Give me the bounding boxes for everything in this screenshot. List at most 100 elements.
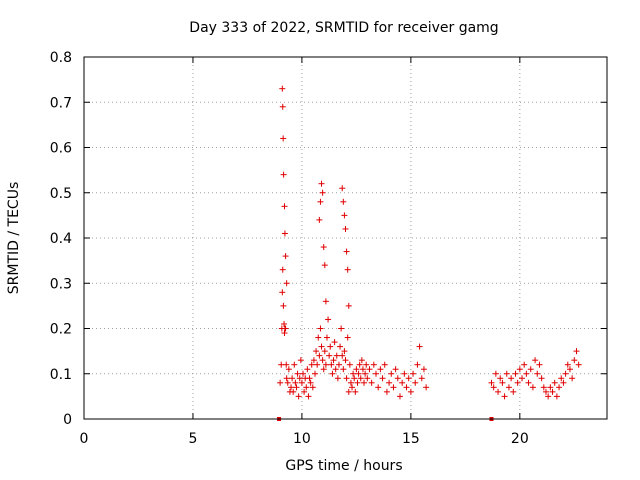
data-point (290, 388, 297, 395)
data-point (370, 361, 377, 368)
data-point (283, 375, 290, 382)
y-tick-label: 0.4 (50, 231, 72, 247)
data-point (514, 379, 521, 386)
data-point (501, 393, 508, 400)
data-point (329, 370, 336, 377)
data-point (332, 366, 339, 373)
data-point (342, 357, 349, 364)
data-point (279, 85, 286, 92)
data-point (281, 320, 288, 327)
data-point (357, 375, 364, 382)
data-point (523, 370, 530, 377)
data-point (344, 334, 351, 341)
data-point (288, 384, 295, 391)
data-point (347, 379, 354, 386)
data-point (316, 352, 323, 359)
data-point (350, 370, 357, 377)
data-point (283, 280, 290, 287)
data-point (512, 370, 519, 377)
data-point (300, 370, 307, 377)
data-point (505, 384, 512, 391)
data-point (488, 379, 495, 386)
data-point (330, 357, 337, 364)
data-point (364, 375, 371, 382)
data-point (295, 393, 302, 400)
data-point (298, 379, 305, 386)
data-point (521, 361, 528, 368)
data-point (278, 361, 285, 368)
data-point (279, 103, 286, 110)
data-point (495, 388, 502, 395)
data-point (340, 366, 347, 373)
data-point (390, 384, 397, 391)
data-point (304, 366, 311, 373)
data-point (551, 379, 558, 386)
data-point (569, 375, 576, 382)
data-point (320, 244, 327, 251)
data-point (516, 366, 523, 373)
data-point (319, 189, 326, 196)
data-point (418, 375, 425, 382)
data-point (412, 379, 419, 386)
data-point (322, 298, 329, 305)
data-point (294, 370, 301, 377)
data-point (293, 384, 300, 391)
data-point (499, 379, 506, 386)
chart-title: Day 333 of 2022, SRMTID for receiver gam… (189, 20, 498, 36)
data-point (345, 388, 352, 395)
data-point (399, 379, 406, 386)
data-point (545, 393, 552, 400)
grid (84, 57, 607, 419)
x-tick-label: 15 (402, 431, 420, 447)
data-point (316, 216, 323, 223)
data-point (314, 361, 321, 368)
y-tick-label: 0.7 (50, 95, 72, 111)
y-tick-label: 0.8 (50, 50, 72, 66)
data-point (283, 361, 290, 368)
data-point (279, 289, 286, 296)
y-tick-label: 0 (63, 412, 72, 428)
data-point (566, 366, 573, 373)
data-point (343, 375, 350, 382)
y-tick-label: 0.2 (50, 322, 72, 338)
data-point (420, 366, 427, 373)
data-point (351, 375, 358, 382)
data-point (321, 262, 328, 269)
data-points (277, 85, 582, 421)
data-point (529, 384, 536, 391)
data-point (377, 366, 384, 373)
data-point (508, 375, 515, 382)
data-point (333, 352, 340, 359)
data-point (560, 379, 567, 386)
data-point (331, 339, 338, 346)
data-point (310, 357, 317, 364)
data-point (414, 361, 421, 368)
data-point (553, 393, 560, 400)
data-point (292, 379, 299, 386)
data-point (373, 370, 380, 377)
data-point (403, 384, 410, 391)
data-point (296, 375, 303, 382)
data-point (416, 343, 423, 350)
data-point (503, 370, 510, 377)
data-point (540, 384, 547, 391)
data-point (510, 388, 517, 395)
data-point (338, 325, 345, 332)
data-point (340, 198, 347, 205)
data-point (362, 370, 369, 377)
data-point (343, 248, 350, 255)
data-point (280, 171, 287, 178)
data-point (280, 135, 287, 142)
data-point (355, 370, 362, 377)
data-point (322, 361, 329, 368)
data-point (359, 366, 366, 373)
data-point (549, 388, 556, 395)
data-point (361, 379, 368, 386)
data-point (319, 357, 326, 364)
data-point (349, 384, 356, 391)
data-point (281, 230, 288, 237)
data-point (285, 366, 292, 373)
data-point (277, 379, 284, 386)
data-point (318, 343, 325, 350)
data-point (337, 343, 344, 350)
